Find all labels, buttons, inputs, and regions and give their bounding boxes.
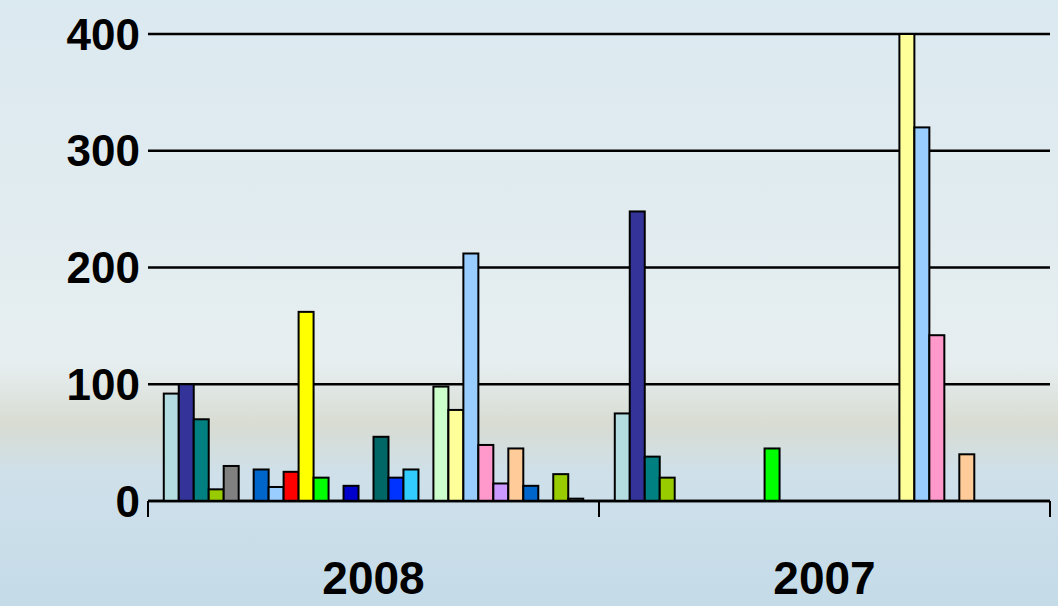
y-tick-label: 400 bbox=[67, 10, 140, 59]
bar bbox=[433, 387, 448, 501]
bars bbox=[164, 34, 975, 501]
x-tick bbox=[598, 501, 600, 517]
x-tick bbox=[147, 501, 149, 517]
bar bbox=[929, 335, 944, 501]
x-tick-label: 2008 bbox=[322, 552, 424, 604]
bar bbox=[403, 469, 418, 501]
bar bbox=[179, 384, 194, 501]
bar bbox=[224, 466, 239, 501]
bar bbox=[478, 445, 493, 501]
bar bbox=[553, 474, 568, 501]
bar bbox=[284, 472, 299, 501]
bar bbox=[959, 454, 974, 501]
bar bbox=[194, 419, 209, 501]
bar bbox=[344, 486, 359, 501]
x-tick-label: 2007 bbox=[773, 552, 875, 604]
y-tick-label: 300 bbox=[67, 126, 140, 175]
bar bbox=[269, 487, 284, 501]
y-tick-label: 100 bbox=[67, 360, 140, 409]
bar bbox=[314, 478, 329, 501]
chart: 0 100 200 300 400 2008 2007 bbox=[0, 0, 1058, 606]
bar bbox=[523, 486, 538, 501]
bar bbox=[463, 253, 478, 501]
bar bbox=[615, 413, 630, 501]
bar bbox=[254, 469, 269, 501]
y-tick-label: 200 bbox=[67, 243, 140, 292]
bar bbox=[493, 483, 508, 501]
bar bbox=[765, 448, 780, 501]
bar bbox=[508, 448, 523, 501]
y-tick-label: 0 bbox=[116, 477, 140, 526]
x-tick bbox=[1049, 501, 1051, 517]
bar bbox=[630, 211, 645, 501]
bar bbox=[914, 127, 929, 501]
bar bbox=[374, 437, 389, 501]
background bbox=[0, 0, 1058, 606]
bar bbox=[209, 489, 224, 501]
bar bbox=[299, 312, 314, 501]
bar bbox=[660, 478, 675, 501]
bar bbox=[645, 457, 660, 501]
bar bbox=[164, 394, 179, 501]
bar bbox=[448, 410, 463, 501]
bar bbox=[388, 478, 403, 501]
chart-root: 0 100 200 300 400 2008 2007 bbox=[0, 0, 1058, 606]
bar bbox=[899, 34, 914, 501]
